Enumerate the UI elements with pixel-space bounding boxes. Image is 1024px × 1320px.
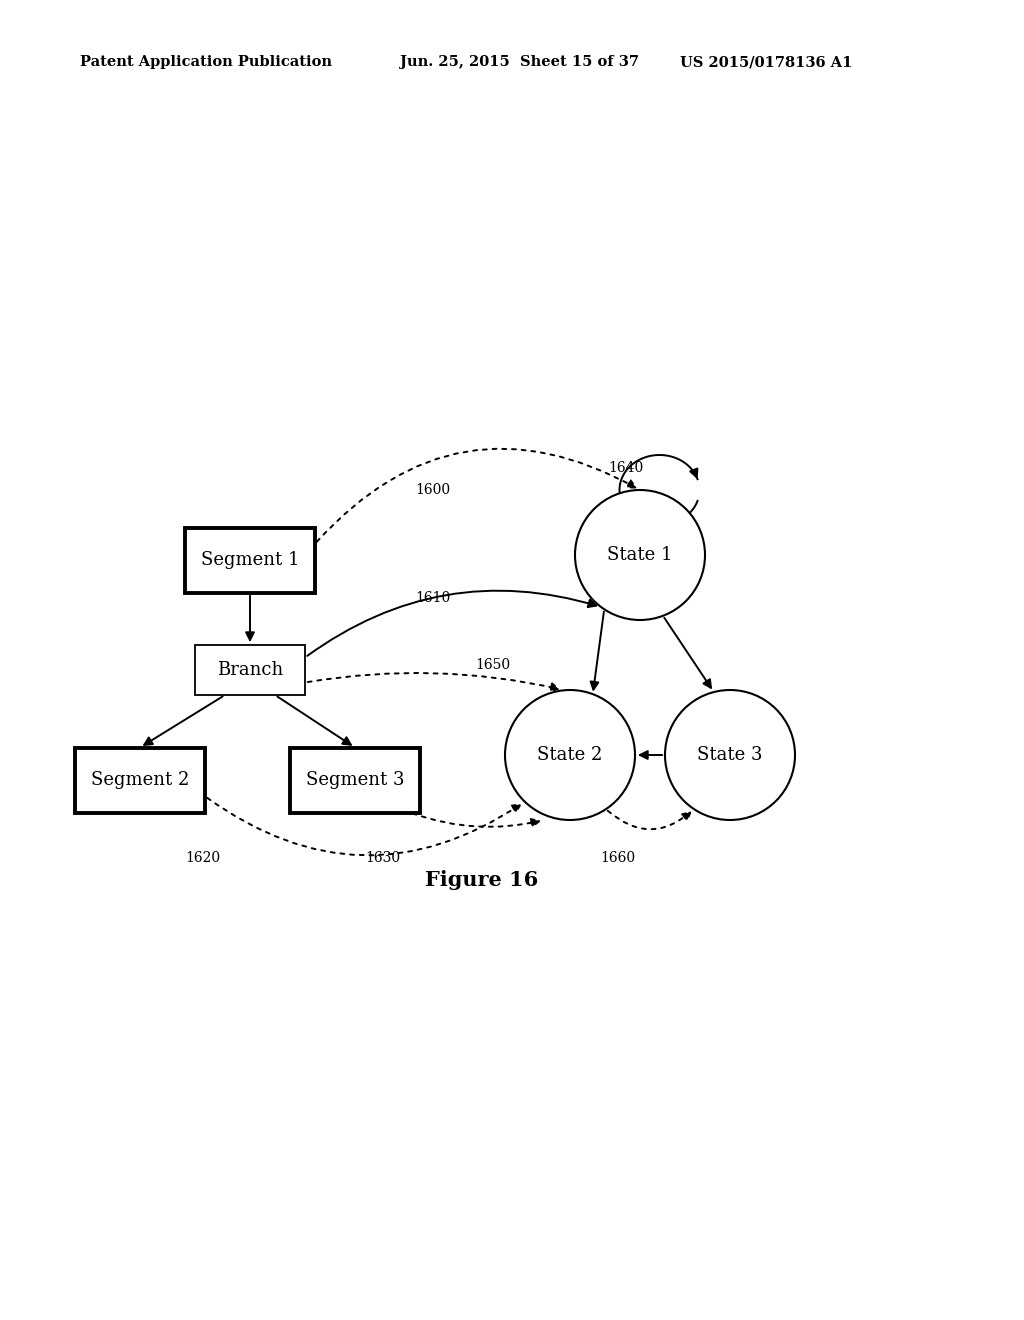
Text: Branch: Branch (217, 661, 283, 678)
Bar (195, 645, 305, 696)
Text: 1640: 1640 (608, 461, 643, 475)
Text: 1610: 1610 (415, 591, 451, 605)
Text: 1630: 1630 (365, 851, 400, 865)
Text: US 2015/0178136 A1: US 2015/0178136 A1 (680, 55, 852, 69)
Text: Jun. 25, 2015  Sheet 15 of 37: Jun. 25, 2015 Sheet 15 of 37 (400, 55, 639, 69)
Text: 1660: 1660 (600, 851, 635, 865)
Text: 1620: 1620 (185, 851, 220, 865)
Bar (75, 747, 205, 813)
Text: State 3: State 3 (697, 746, 763, 764)
Text: 1650: 1650 (475, 657, 510, 672)
Text: Patent Application Publication: Patent Application Publication (80, 55, 332, 69)
Circle shape (665, 690, 795, 820)
Text: Segment 3: Segment 3 (306, 771, 404, 789)
Bar (290, 747, 420, 813)
Text: State 2: State 2 (538, 746, 603, 764)
Text: State 1: State 1 (607, 546, 673, 564)
Circle shape (505, 690, 635, 820)
Circle shape (575, 490, 705, 620)
Text: Figure 16: Figure 16 (425, 870, 539, 890)
Bar (185, 528, 315, 593)
Text: Segment 1: Segment 1 (201, 550, 299, 569)
Text: Segment 2: Segment 2 (91, 771, 189, 789)
Text: 1600: 1600 (415, 483, 451, 498)
